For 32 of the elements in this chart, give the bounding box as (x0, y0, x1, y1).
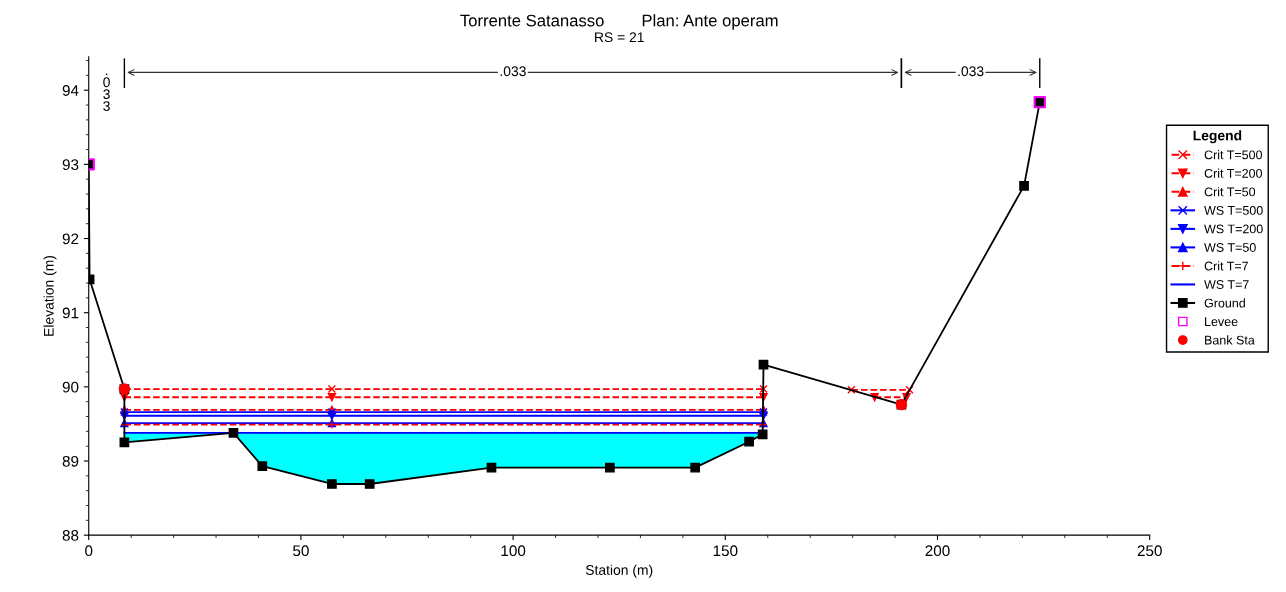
x-tick-label: 0 (85, 545, 93, 557)
chart-subtitle: RS = 21 (595, 32, 644, 43)
y-axis-title: Elevation (m) (43, 255, 57, 336)
legend-label: Bank Sta (1205, 335, 1255, 345)
legend-label: Crit T=500 (1204, 150, 1263, 160)
legend-label: Crit T=7 (1204, 261, 1248, 271)
x-axis-title: Station (m) (585, 564, 653, 578)
legend-title: Legend (1193, 130, 1242, 144)
x-tick-label: 50 (293, 545, 309, 557)
y-tick-label: 90 (62, 381, 79, 393)
x-tick-label: 100 (501, 545, 526, 557)
legend-label: WS T=7 (1204, 280, 1249, 289)
legend-label: Crit T=50 (1204, 187, 1256, 197)
annotation: .033 (103, 73, 110, 112)
y-tick-label: 92 (62, 233, 79, 245)
y-tick-label: 93 (62, 159, 79, 171)
y-tick-label: 89 (62, 455, 79, 467)
y-tick-label: 88 (62, 530, 79, 541)
x-tick-label: 200 (925, 545, 950, 557)
annotation: .033 (958, 66, 984, 77)
y-tick-label: 91 (62, 307, 79, 319)
x-tick-label: 250 (1137, 545, 1162, 557)
legend-label: Crit T=200 (1204, 168, 1263, 178)
legend-label: WS T=200 (1204, 224, 1263, 234)
y-tick-label: 94 (62, 85, 79, 96)
x-tick-label: 150 (713, 545, 738, 557)
chart-title: Torrente Satanasso Plan: Ante operam (460, 14, 778, 30)
legend-label: WS T=500 (1204, 205, 1263, 215)
legend-label: Levee (1205, 317, 1238, 327)
annotation: .033 (500, 66, 526, 77)
legend-label: Ground (1204, 298, 1245, 308)
legend-label: WS T=50 (1204, 243, 1256, 252)
